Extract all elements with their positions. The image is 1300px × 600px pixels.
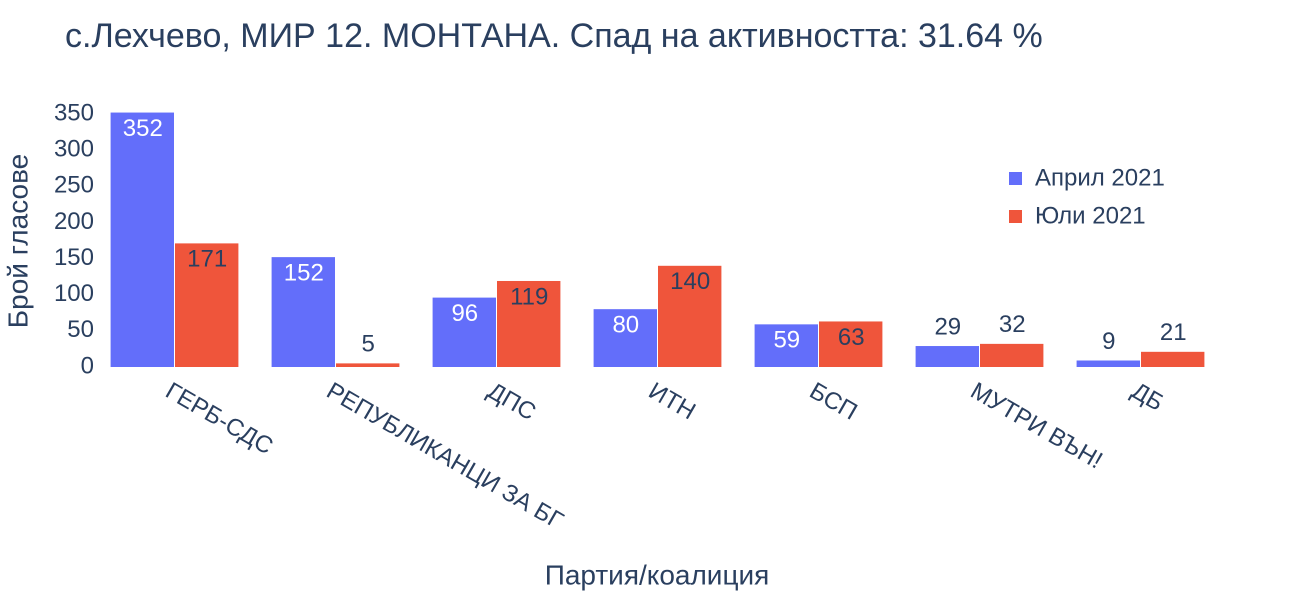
legend-swatch	[1009, 172, 1022, 185]
bar	[497, 280, 561, 367]
x-tick-label: ИТН	[644, 377, 700, 425]
x-tick-label: МУТРИ ВЪН!	[966, 377, 1107, 474]
data-label: 96	[451, 300, 478, 327]
x-tick-label: ДБ	[1127, 377, 1168, 416]
bar	[271, 257, 335, 367]
y-tick-label: 150	[54, 244, 94, 271]
bar	[915, 346, 979, 367]
data-label: 5	[362, 331, 375, 358]
data-label: 119	[510, 283, 548, 310]
data-label: 21	[1160, 319, 1187, 346]
data-label: 80	[612, 312, 639, 339]
data-label: 140	[670, 268, 710, 295]
bar	[980, 343, 1044, 367]
y-tick-label: 250	[54, 172, 94, 199]
bar	[336, 363, 400, 367]
bar	[1076, 360, 1140, 367]
x-tick-label: ДПС	[483, 377, 541, 426]
chart-title: с.Лехчево, МИР 12. МОНТАНА. Спад на акти…	[65, 17, 1043, 55]
data-label: 32	[999, 311, 1026, 338]
legend-label: Април 2021	[1035, 164, 1165, 191]
data-label: 152	[284, 259, 324, 286]
x-axis-title: Партия/коалиция	[545, 559, 770, 590]
y-tick-label: 350	[54, 99, 94, 126]
bar	[110, 112, 174, 367]
legend-swatch	[1009, 210, 1022, 223]
x-tick-label: БСП	[805, 377, 862, 425]
y-axis-title: Брой гласове	[2, 154, 33, 328]
bar	[1141, 351, 1205, 367]
y-tick-label: 300	[54, 135, 94, 162]
x-tick-label: ГЕРБ-СДС	[161, 377, 278, 460]
data-label: 352	[123, 115, 163, 142]
bar	[819, 321, 883, 367]
bar	[754, 324, 818, 367]
bar	[658, 265, 722, 367]
y-tick-label: 0	[81, 352, 94, 379]
bar	[432, 297, 496, 367]
y-tick-label: 100	[54, 280, 94, 307]
data-label: 9	[1102, 328, 1115, 355]
y-tick-label: 50	[67, 316, 94, 343]
legend-label: Юли 2021	[1035, 202, 1146, 229]
data-label: 171	[187, 246, 227, 273]
bar	[175, 243, 239, 367]
bar	[593, 309, 657, 367]
y-tick-label: 200	[54, 208, 94, 235]
data-label: 29	[934, 313, 961, 340]
data-label: 63	[838, 324, 865, 351]
data-label: 59	[773, 327, 800, 354]
